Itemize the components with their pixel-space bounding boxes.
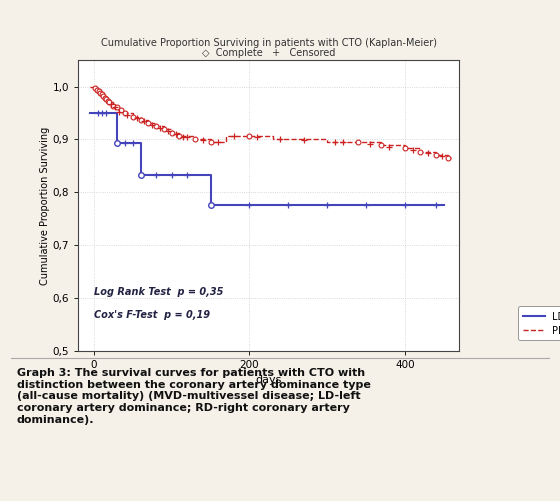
Text: Log Rank Test  p = 0,35: Log Rank Test p = 0,35 [94,287,223,297]
X-axis label: days: days [255,375,282,385]
Text: Cumulative Proportion Surviving in patients with CTO (Kaplan-Meier): Cumulative Proportion Surviving in patie… [101,38,437,48]
Y-axis label: Cumulative Proportion Surviving: Cumulative Proportion Surviving [40,126,50,285]
Text: Cox's F-Test  p = 0,19: Cox's F-Test p = 0,19 [94,310,209,320]
Legend: LD (n=44), PD (n=336): LD (n=44), PD (n=336) [518,307,560,340]
Text: Graph 3: The survival curves for patients with CTO with
distinction between the : Graph 3: The survival curves for patient… [17,368,371,425]
Text: ◇  Complete   +   Censored: ◇ Complete + Censored [202,48,335,58]
